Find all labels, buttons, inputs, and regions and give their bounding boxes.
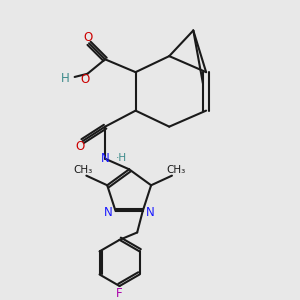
Text: O: O bbox=[84, 31, 93, 44]
Text: N: N bbox=[101, 152, 110, 165]
Text: F: F bbox=[116, 286, 122, 300]
Text: N: N bbox=[146, 206, 154, 219]
Text: ·H: ·H bbox=[116, 153, 127, 163]
Text: N: N bbox=[104, 206, 113, 219]
Text: CH₃: CH₃ bbox=[166, 165, 185, 175]
Text: H: H bbox=[61, 72, 69, 85]
Text: CH₃: CH₃ bbox=[73, 165, 92, 175]
Text: O: O bbox=[80, 73, 89, 86]
Text: O: O bbox=[76, 140, 85, 153]
